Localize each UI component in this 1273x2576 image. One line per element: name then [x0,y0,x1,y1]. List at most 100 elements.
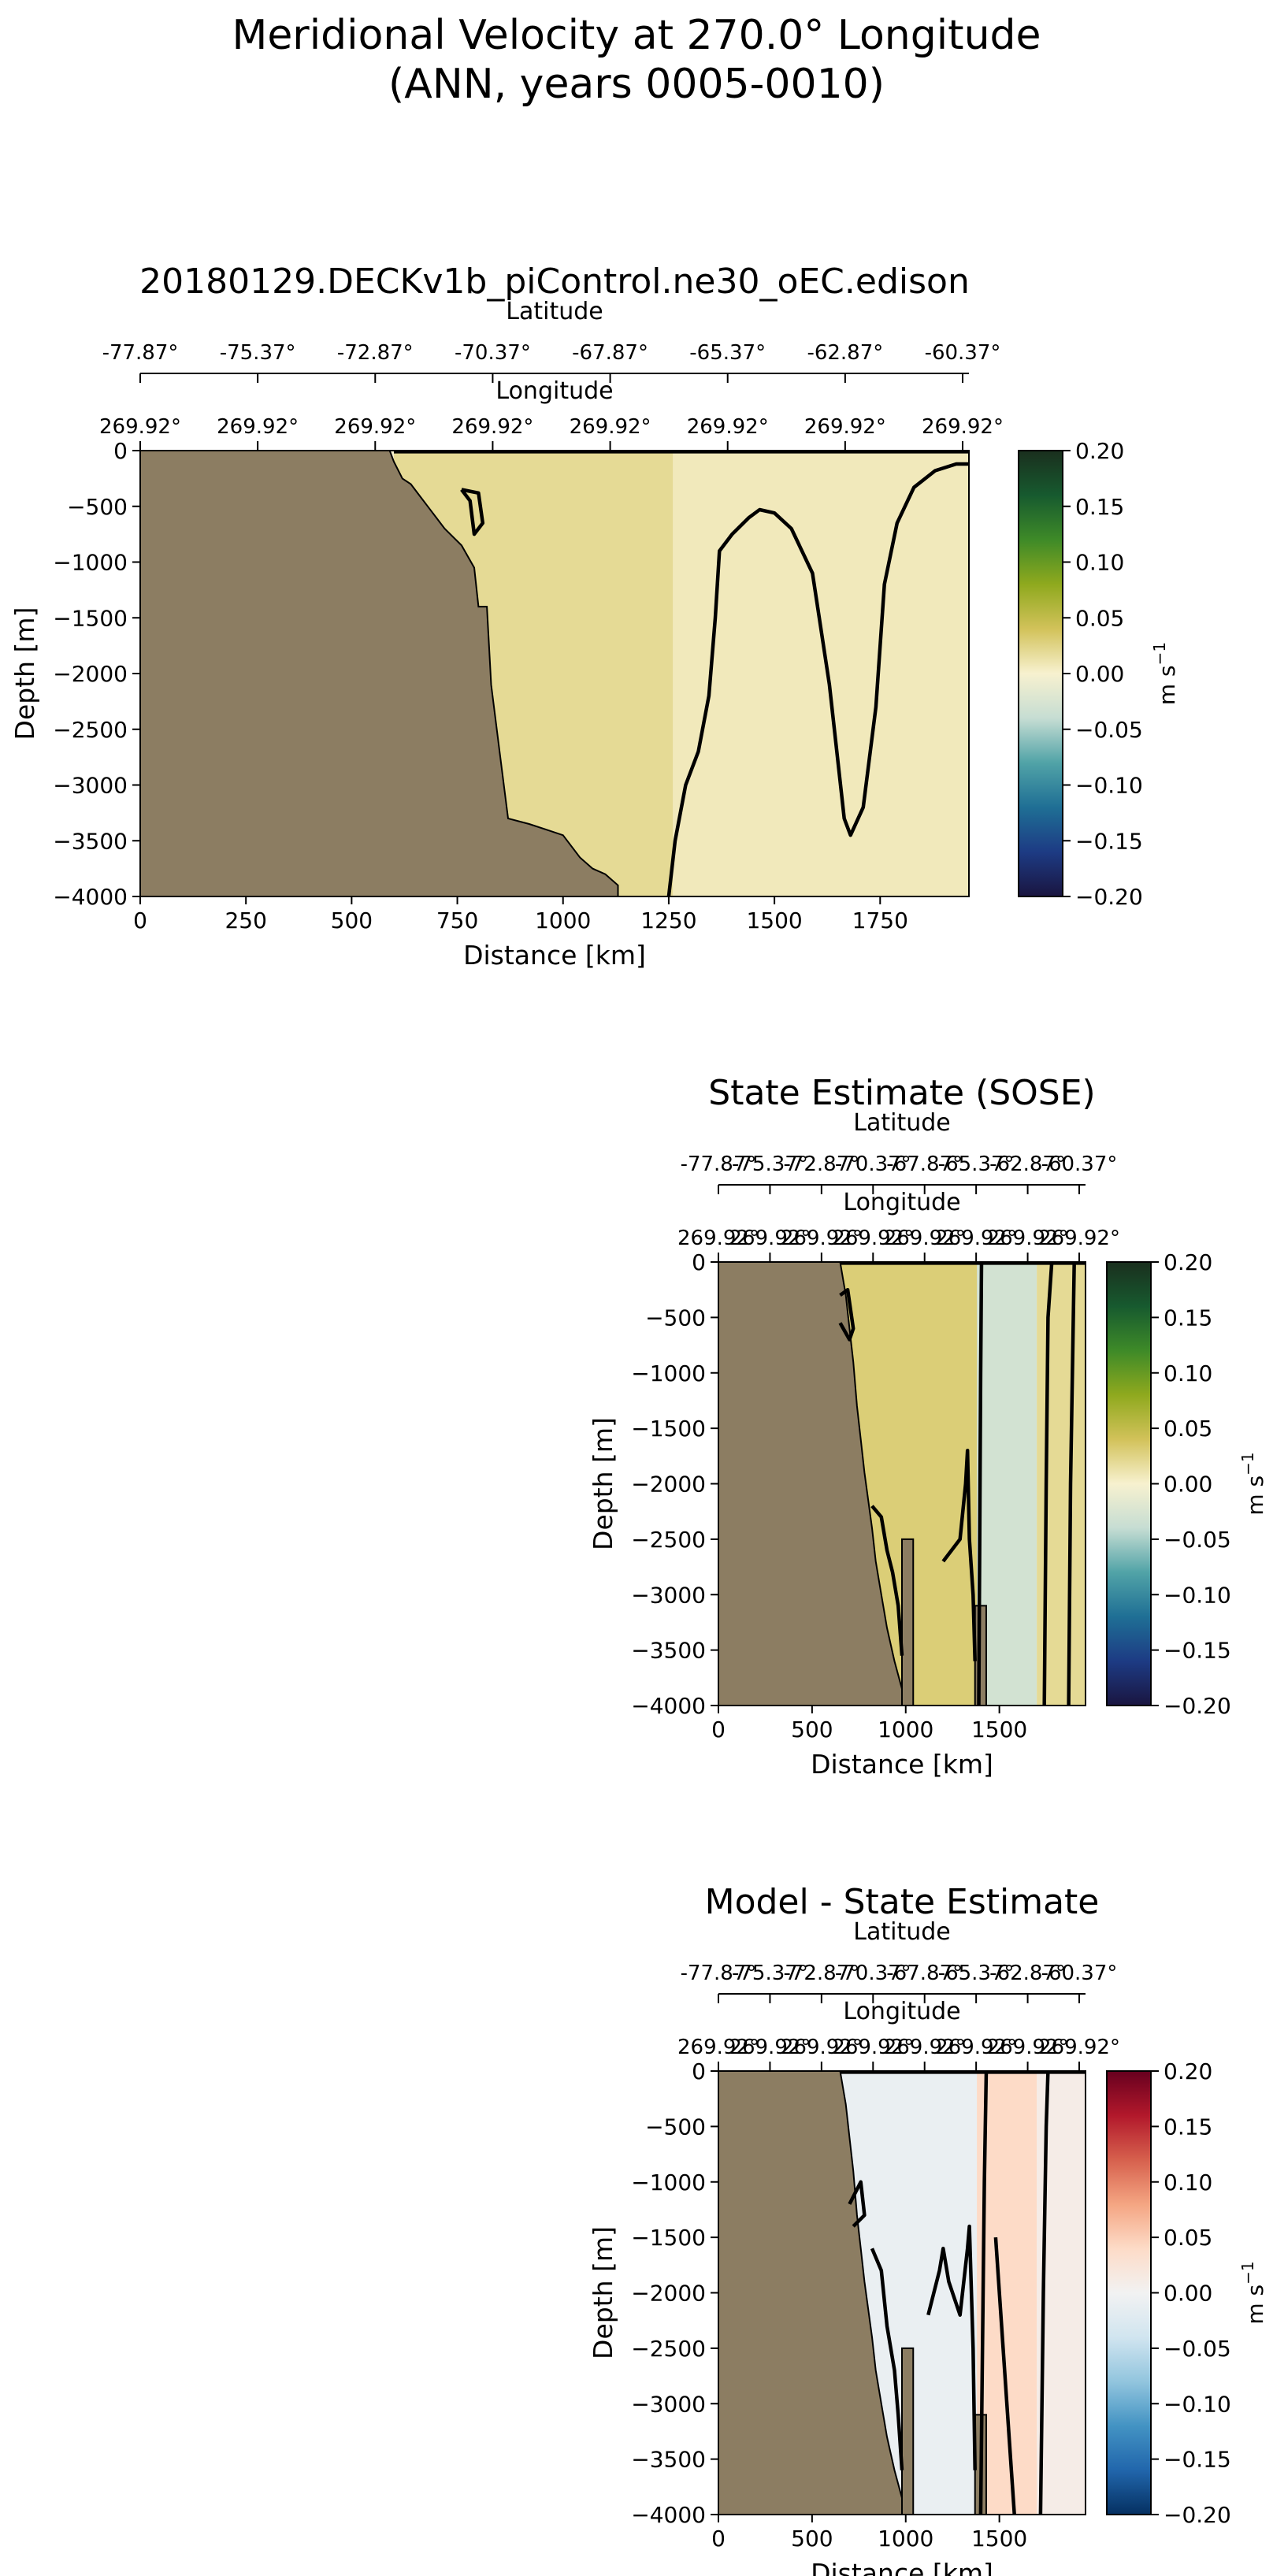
latitude-tick-label: -60.37° [1041,1153,1118,1176]
longitude-tick-label: 269.92° [334,415,416,439]
colorbar-tick-label: 0.20 [1075,438,1124,464]
longitude-tick-label: 269.92° [884,1227,966,1250]
panels: 20180129.DECKv1b_piControl.ne30_oEC.edis… [9,262,1268,2576]
x-tick-label: 500 [791,1717,833,1743]
y-tick-label: −4000 [631,2502,706,2528]
colorbar-label: m s−1 [1238,2261,1268,2324]
zero-contour [848,2180,867,2228]
y-axis-label: Depth [m] [9,607,40,741]
latitude-tick-label: -62.87° [989,1153,1066,1176]
latitude-axis-label: Latitude [853,1918,950,1946]
y-tick-label: 0 [113,438,128,464]
longitude-tick-label: 269.92° [677,1227,759,1250]
zero-contour [926,2224,977,2470]
zero-contour [993,2236,1016,2515]
colorbar-tick-label: 0.05 [1164,2225,1212,2251]
colorbar-tick-label: −0.10 [1075,773,1143,799]
x-axis-label: Distance [km] [463,940,646,971]
zero-contour [977,1262,984,1706]
y-tick-label: 0 [692,2058,706,2084]
x-tick-label: 0 [711,2526,726,2552]
colorbar-tick-label: 0.00 [1164,1472,1212,1498]
x-tick-label: 1500 [971,2526,1027,2552]
colorbar-tick-label: −0.20 [1075,884,1143,910]
colorbar-tick-label: 0.00 [1164,2281,1212,2307]
latitude-tick-label: -60.37° [925,341,1001,365]
panel-1: 20180129.DECKv1b_piControl.ne30_oEC.edis… [9,262,1180,971]
latitude-tick-label: -72.87° [783,1962,859,1985]
latitude-tick-label: -75.37° [732,1153,808,1176]
plot-area [140,451,969,896]
x-axis-label: Distance [km] [811,1749,993,1780]
latitude-tick-label: -65.37° [689,341,766,365]
colorbar-tick-label: 0.15 [1075,494,1124,520]
zero-contour [1038,2071,1050,2515]
land-pillar [901,2347,915,2515]
colorbar-label-exponent: −1 [1150,642,1169,665]
latitude-tick-label: -65.37° [938,1962,1015,1985]
longitude-tick-label: 269.92° [729,1227,811,1250]
plot-area [718,2071,1086,2515]
x-tick-label: 1000 [878,2526,933,2552]
colorbar [1018,450,1063,897]
y-tick-label: −2500 [631,1527,706,1553]
y-tick-label: −3000 [53,773,128,799]
latitude-tick-label: -75.37° [732,1962,808,1985]
longitude-tick-label: 269.92° [451,415,533,439]
zero-contour [1042,1262,1054,1706]
colorbar-tick-label: 0.00 [1075,661,1124,687]
colorbar-tick-label: 0.20 [1164,2058,1212,2084]
y-tick-label: −1500 [631,2225,706,2251]
x-tick-label: 1500 [971,1717,1027,1743]
y-tick-label: −3500 [53,828,128,854]
longitude-tick-label: 269.92° [935,1227,1017,1250]
colorbar-tick-label: 0.10 [1075,550,1124,576]
latitude-tick-label: -77.87° [681,1153,757,1176]
latitude-tick-label: -72.87° [783,1153,859,1176]
latitude-tick-label: -70.37° [835,1153,911,1176]
longitude-tick-label: 269.92° [781,2036,863,2059]
y-tick-label: −2500 [53,717,128,743]
x-tick-label: 500 [331,908,373,934]
longitude-tick-label: 269.92° [884,2036,966,2059]
longitude-axis-label: Longitude [843,1998,960,2025]
figure-title-line2: (ANN, years 0005-0010) [388,61,885,108]
latitude-tick-label: -67.87° [572,341,648,365]
panel-title: State Estimate (SOSE) [708,1073,1095,1113]
y-tick-label: −3000 [631,2391,706,2417]
y-tick-label: −2000 [53,661,128,687]
latitude-tick-label: -62.87° [989,1962,1066,1985]
latitude-axis-label: Latitude [506,298,603,325]
longitude-tick-label: 269.92° [781,1227,863,1250]
y-tick-label: −1500 [631,1416,706,1442]
x-tick-label: 1750 [852,908,908,934]
zero-contour [666,462,969,896]
y-tick-label: −4000 [631,1693,706,1719]
plot-area [718,1262,1086,1706]
colorbar-tick-label: −0.05 [1164,1527,1231,1553]
x-axis-label: Distance [km] [811,2558,993,2576]
latitude-tick-label: -77.87° [681,1962,757,1985]
longitude-tick-label: 269.92° [987,1227,1069,1250]
colorbar-tick-label: −0.15 [1164,2447,1231,2473]
longitude-tick-label: 269.92° [804,415,886,439]
y-tick-label: −500 [67,494,128,520]
colorbar-tick-label: −0.20 [1164,1693,1231,1719]
x-tick-label: 1000 [535,908,591,934]
y-tick-label: −2000 [631,1472,706,1498]
y-tick-label: −1000 [53,550,128,576]
y-tick-label: −2500 [631,2336,706,2362]
longitude-tick-label: 269.92° [832,2036,914,2059]
latitude-tick-label: -60.37° [1041,1962,1118,1985]
colorbar-tick-label: −0.05 [1164,2336,1231,2362]
latitude-axis-label: Latitude [853,1109,950,1137]
y-tick-label: −500 [645,2114,706,2140]
colorbar-tick-label: −0.05 [1075,717,1143,743]
colorbar [1106,1261,1152,1706]
y-tick-label: −3500 [631,2447,706,2473]
x-tick-label: 1500 [746,908,802,934]
colorbar-label: m s−1 [1150,642,1180,705]
longitude-tick-label: 269.92° [987,2036,1069,2059]
